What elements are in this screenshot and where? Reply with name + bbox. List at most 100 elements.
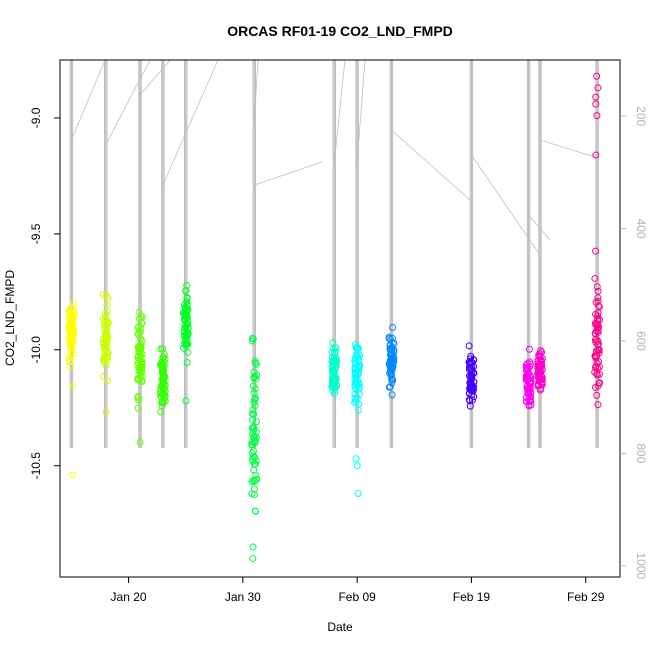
data-point xyxy=(388,357,396,365)
data-point xyxy=(525,397,533,405)
data-point xyxy=(157,408,165,416)
data-point xyxy=(329,387,337,395)
data-point xyxy=(103,377,111,385)
data-point-outlier xyxy=(592,151,600,159)
transit-line xyxy=(253,59,259,123)
data-point xyxy=(103,343,111,351)
data-point xyxy=(104,317,112,325)
data-point xyxy=(251,476,259,484)
data-point xyxy=(67,319,75,327)
data-point xyxy=(595,357,603,365)
transit-line xyxy=(105,59,151,146)
data-point xyxy=(160,390,168,398)
data-point xyxy=(249,452,257,460)
data-point xyxy=(355,365,363,373)
data-point xyxy=(535,371,543,379)
data-point-outlier xyxy=(594,84,602,92)
data-point xyxy=(593,312,601,320)
y-axis: -10.5 -10.0 -9.5 -9.0 xyxy=(29,107,60,479)
y-right-tick-label: 600 xyxy=(634,331,648,351)
data-point xyxy=(184,348,192,356)
data-point xyxy=(135,343,143,351)
data-point xyxy=(389,324,397,332)
data-point xyxy=(161,397,169,405)
data-point xyxy=(161,382,169,390)
data-point xyxy=(535,373,543,381)
data-point xyxy=(534,382,542,390)
data-point xyxy=(525,345,533,353)
data-point xyxy=(136,364,144,372)
data-point xyxy=(182,304,190,312)
data-point xyxy=(251,385,259,393)
data-point xyxy=(385,333,393,341)
data-point xyxy=(522,372,530,380)
data-point xyxy=(536,374,544,382)
data-point xyxy=(524,385,532,393)
data-point xyxy=(332,374,340,382)
data-point xyxy=(66,357,74,365)
data-point xyxy=(138,313,146,321)
transit-line xyxy=(71,59,106,141)
data-point xyxy=(100,324,108,332)
data-point xyxy=(465,342,473,350)
data-point xyxy=(158,368,166,376)
data-point xyxy=(138,376,146,384)
data-point xyxy=(134,404,142,412)
data-point xyxy=(252,433,260,441)
data-point xyxy=(180,340,188,348)
data-point xyxy=(67,314,75,322)
data-point xyxy=(386,341,394,349)
data-point xyxy=(592,338,600,346)
x-tick-label: Jan 30 xyxy=(225,590,261,604)
data-point xyxy=(467,355,475,363)
transit-line xyxy=(539,139,599,159)
data-point xyxy=(527,398,535,406)
data-point xyxy=(251,359,259,367)
data-point xyxy=(249,416,257,424)
data-point xyxy=(355,383,363,391)
transit-line xyxy=(162,59,219,186)
data-point xyxy=(537,347,545,355)
data-point xyxy=(332,354,340,362)
data-point xyxy=(159,353,167,361)
data-point xyxy=(158,397,166,405)
data-point xyxy=(351,381,359,389)
data-point xyxy=(252,471,260,479)
x-tick-label: Feb 19 xyxy=(453,590,491,604)
data-point xyxy=(252,360,260,368)
data-point xyxy=(594,315,602,323)
data-point xyxy=(248,337,256,345)
data-point xyxy=(66,309,74,317)
data-point xyxy=(137,325,145,333)
data-point xyxy=(538,378,546,386)
data-point xyxy=(181,331,189,339)
data-point xyxy=(465,363,473,371)
data-point xyxy=(159,367,167,375)
data-point xyxy=(596,370,604,378)
data-point xyxy=(100,354,108,362)
data-point xyxy=(594,327,602,335)
data-point xyxy=(524,359,532,367)
data-point xyxy=(135,323,143,331)
data-point xyxy=(248,424,256,432)
data-point xyxy=(67,352,75,360)
data-point xyxy=(135,329,143,337)
data-point xyxy=(591,275,599,283)
chart-title: ORCAS RF01-19 CO2_LND_FMPD xyxy=(227,23,453,39)
data-point xyxy=(99,291,107,299)
data-point-outlier xyxy=(592,93,600,101)
y-tick-label: -10.5 xyxy=(29,452,43,480)
data-point-outlier xyxy=(182,397,190,405)
data-point xyxy=(103,308,111,316)
y-right-tick-label: 200 xyxy=(634,106,648,126)
transit-line xyxy=(333,59,346,163)
data-point xyxy=(157,361,165,369)
y-tick-label: -9.5 xyxy=(29,223,43,244)
data-point xyxy=(66,314,74,322)
x-tick-label: Feb 09 xyxy=(338,590,376,604)
data-point xyxy=(104,349,112,357)
data-point xyxy=(353,343,361,351)
transit-line xyxy=(356,59,366,163)
data-point xyxy=(136,328,144,336)
